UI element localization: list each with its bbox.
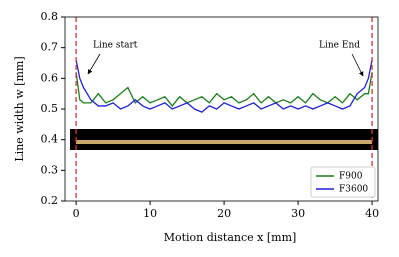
- y-tick-label: 0.4: [41, 133, 59, 146]
- y-tick-label: 0.5: [41, 102, 59, 115]
- plot-frame: [64, 16, 379, 202]
- legend-label: F3600: [339, 185, 368, 195]
- annotation-arrow: [87, 53, 101, 75]
- x-tick-label: 10: [143, 207, 157, 220]
- x-tick-label: 0: [73, 207, 80, 220]
- series-line: [75, 72, 373, 107]
- annotation: Line start: [93, 41, 138, 51]
- y-tick-label: 0.2: [41, 194, 59, 207]
- line-image: [70, 129, 378, 150]
- series-line: [75, 59, 373, 113]
- x-tick-label: 20: [217, 207, 231, 220]
- y-tick-label: 0.6: [41, 71, 59, 84]
- y-tick-label: 0.8: [41, 10, 59, 23]
- y-tick-label: 0.3: [41, 163, 59, 176]
- x-tick-label: 40: [365, 207, 379, 220]
- legend-label: F900: [339, 172, 363, 182]
- line-image-trace: [76, 140, 372, 144]
- x-axis-label: Motion distance x [mm]: [164, 231, 297, 244]
- annotation-arrow: [351, 53, 364, 77]
- x-tick-label: 30: [291, 207, 305, 220]
- y-tick-label: 0.7: [41, 41, 59, 54]
- annotation: Line End: [319, 41, 360, 51]
- y-axis-label: Line width w [mm]: [13, 56, 26, 161]
